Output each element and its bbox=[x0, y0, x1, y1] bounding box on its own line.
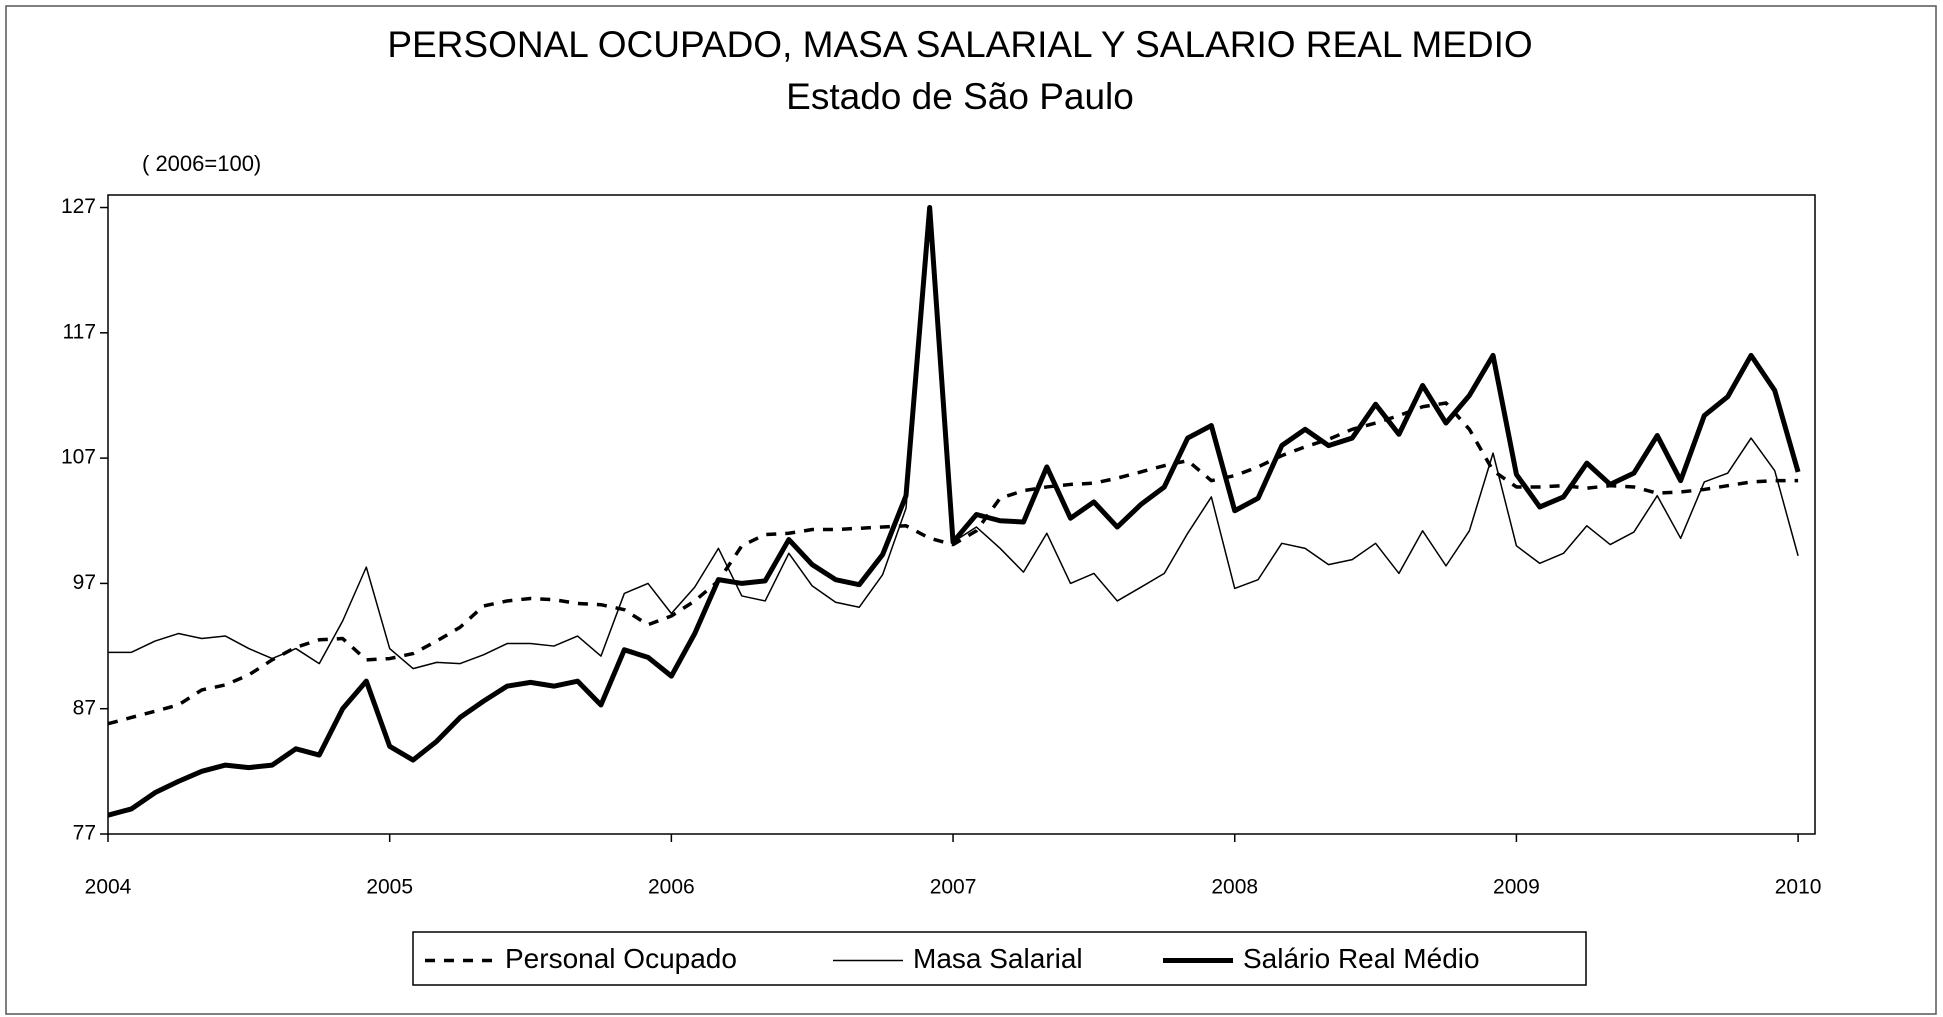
legend-box bbox=[412, 931, 1587, 986]
x-tick-label: 2010 bbox=[1775, 876, 1822, 899]
legend-label: Personal Ocupado bbox=[505, 943, 737, 974]
x-tick-label: 2006 bbox=[648, 876, 695, 899]
y-tick-label: 97 bbox=[73, 571, 96, 594]
y-tick-label: 117 bbox=[63, 320, 96, 343]
y-tick-label: 87 bbox=[73, 696, 96, 719]
y-axis-label: ( 2006=100) bbox=[142, 151, 261, 176]
x-tick-label: 2007 bbox=[930, 876, 977, 899]
legend-label: Masa Salarial bbox=[913, 943, 1083, 974]
y-tick-label: 127 bbox=[61, 195, 96, 218]
x-tick-label: 2008 bbox=[1211, 876, 1258, 899]
frame bbox=[5, 5, 1937, 1015]
y-tick-label: 77 bbox=[73, 822, 96, 845]
chart-title: PERSONAL OCUPADO, MASA SALARIAL Y SALARI… bbox=[387, 24, 1532, 65]
x-tick-label: 2005 bbox=[366, 876, 413, 899]
x-tick-label: 2009 bbox=[1493, 876, 1540, 899]
chart-subtitle: Estado de São Paulo bbox=[786, 76, 1134, 117]
x-tick-label: 2004 bbox=[85, 876, 132, 899]
plot-area bbox=[107, 194, 1816, 835]
y-tick-label: 107 bbox=[61, 446, 96, 469]
series-line bbox=[107, 205, 1801, 818]
series-line bbox=[107, 401, 1799, 726]
legend-label: Salário Real Médio bbox=[1243, 943, 1480, 974]
